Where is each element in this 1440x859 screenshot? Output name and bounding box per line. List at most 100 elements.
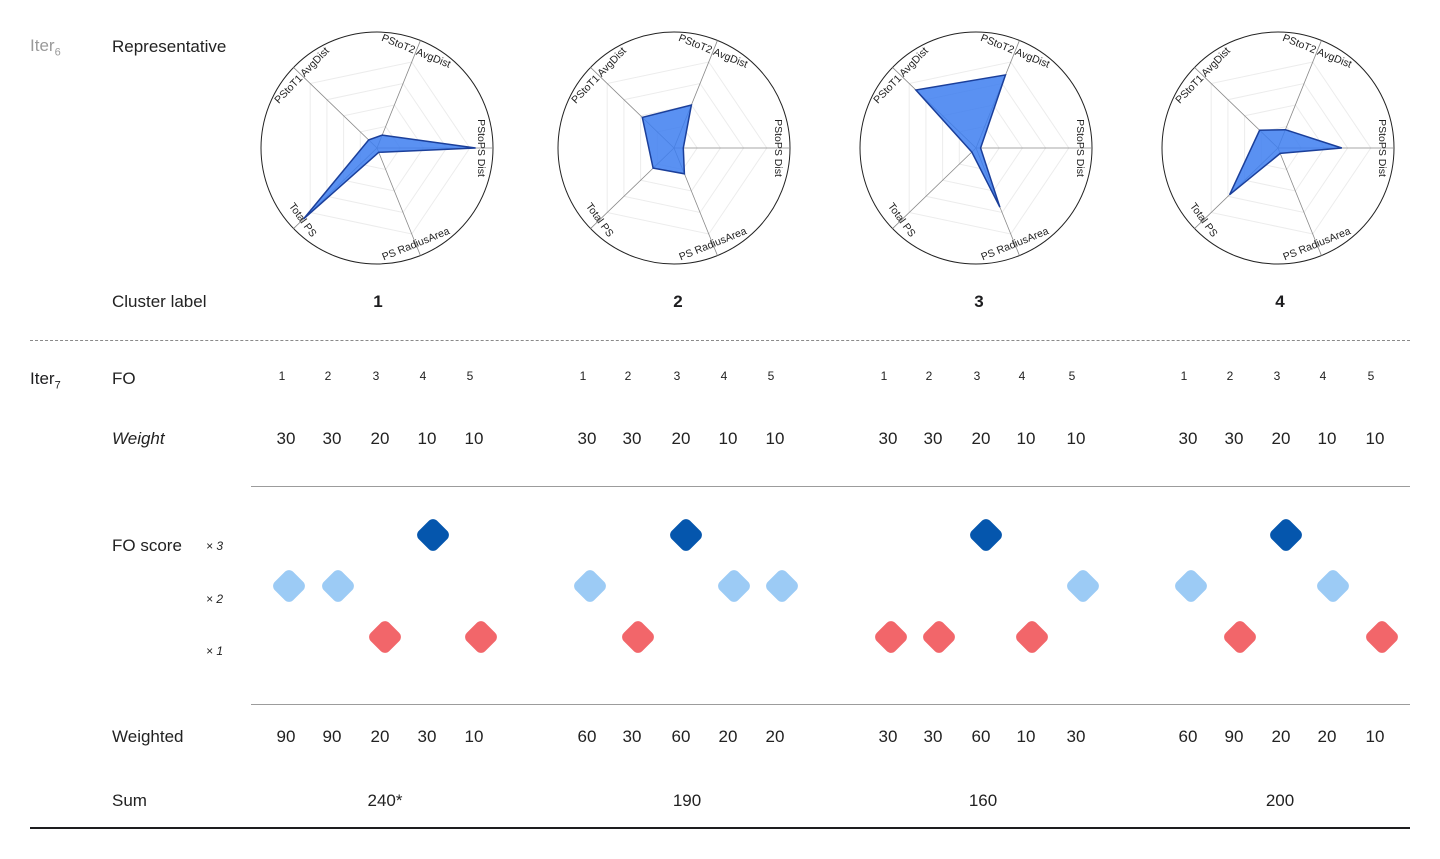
fo-score-diamond (715, 567, 753, 605)
weight-value: 30 (923, 429, 943, 448)
fo-number: 4 (1319, 369, 1327, 383)
weighted-value: 60 (577, 727, 597, 746)
fo-score-diamond (414, 516, 452, 554)
multiplier-x3: × 3 (206, 539, 224, 553)
radar-axis-label: PStoPS Dist (772, 119, 784, 177)
fo-number: 2 (624, 369, 632, 383)
fo-score-diamond (1221, 618, 1259, 656)
fo-score-diamond (270, 567, 308, 605)
weight-value: 30 (1178, 429, 1198, 448)
weight-value: 30 (276, 429, 296, 448)
cluster-label: 4 (1275, 292, 1285, 311)
iter6-label: Iter6 (30, 36, 61, 59)
radar-grid-ring (1227, 82, 1349, 214)
weight-value: 10 (1365, 429, 1385, 448)
radar-grid-ring (623, 82, 745, 214)
weight-value: 10 (1066, 429, 1086, 448)
radar-grid-ring (640, 104, 722, 192)
cluster-label-heading: Cluster label (112, 292, 207, 311)
radar-axis-label: PStoPS Dist (1074, 119, 1086, 177)
weight-value: 10 (718, 429, 738, 448)
weighted-value: 20 (1317, 727, 1337, 746)
weight-value: 10 (417, 429, 437, 448)
radar-axis-label: PStoPS Dist (1376, 119, 1388, 177)
weighted-value: 90 (276, 727, 296, 746)
fo-number: 5 (1068, 369, 1076, 383)
weight-value: 20 (971, 429, 991, 448)
radar-axis (376, 147, 421, 256)
fo-score-diamond (319, 567, 357, 605)
sum-value: 200 (1265, 791, 1295, 810)
radar-data-polygon (303, 134, 476, 220)
sum-value: 190 (672, 791, 702, 810)
multiplier-x2: × 2 (206, 592, 224, 606)
weighted-label: Weighted (112, 727, 184, 746)
fo-number: 3 (372, 369, 380, 383)
weighted-value: 90 (322, 727, 342, 746)
fo-score-diamond (1013, 618, 1051, 656)
fo-number: 2 (925, 369, 933, 383)
weight-value: 10 (464, 429, 484, 448)
fo-number: 1 (880, 369, 888, 383)
weighted-value: 60 (1178, 727, 1198, 746)
weight-label: Weight (112, 429, 165, 448)
fo-number: 3 (673, 369, 681, 383)
cluster-label: 2 (673, 292, 683, 311)
radar-axis (376, 40, 421, 149)
weighted-value: 30 (622, 727, 642, 746)
radar-grid-ring (326, 82, 448, 214)
radar-grid-ring (908, 61, 1070, 235)
radar-data-polygon (1228, 128, 1343, 196)
weight-value: 20 (671, 429, 691, 448)
fo-score-diamond (571, 567, 609, 605)
radar-grid-ring (1210, 61, 1372, 235)
weight-value: 30 (577, 429, 597, 448)
fo-number: 5 (466, 369, 474, 383)
weighted-value: 20 (370, 727, 390, 746)
fo-score-diamond (462, 618, 500, 656)
score-top-rule (251, 486, 1410, 487)
radar-axis (1277, 147, 1322, 256)
fo-score-diamond (920, 618, 958, 656)
sum-value: 240* (367, 791, 403, 810)
fo-score-diamond (872, 618, 910, 656)
fo-label: FO (112, 369, 136, 388)
fo-number: 3 (1273, 369, 1281, 383)
fo-number: 1 (278, 369, 286, 383)
weighted-value: 10 (1016, 727, 1036, 746)
weighted-value: 20 (1271, 727, 1291, 746)
weighted-value: 30 (878, 727, 898, 746)
fo-score-diamond (619, 618, 657, 656)
cluster-label: 1 (373, 292, 383, 311)
weight-value: 20 (1271, 429, 1291, 448)
iter7-label: Iter7 (30, 369, 61, 392)
fo-score-diamond (1314, 567, 1352, 605)
sum-label: Sum (112, 791, 147, 810)
iteration-divider (30, 340, 1410, 341)
radar-axis (293, 67, 378, 149)
fo-number: 5 (1367, 369, 1375, 383)
score-bottom-rule (251, 704, 1410, 705)
radar-axis-label: PStoPS Dist (475, 119, 487, 177)
fo-number: 5 (767, 369, 775, 383)
fo-score-diamond (1363, 618, 1401, 656)
fo-score-diamond (1064, 567, 1102, 605)
radar-grid-ring (606, 61, 768, 235)
weight-value: 30 (622, 429, 642, 448)
weight-value: 20 (370, 429, 390, 448)
weighted-value: 90 (1224, 727, 1244, 746)
fo-number: 1 (579, 369, 587, 383)
weighted-value: 60 (671, 727, 691, 746)
weighted-value: 10 (1365, 727, 1385, 746)
representative-label: Representative (112, 37, 227, 56)
weighted-value: 10 (464, 727, 484, 746)
fo-number: 3 (973, 369, 981, 383)
fo-score-diamond (763, 567, 801, 605)
radar-grid-ring (309, 61, 471, 235)
sum-value: 160 (968, 791, 998, 810)
fo-number: 4 (1018, 369, 1026, 383)
